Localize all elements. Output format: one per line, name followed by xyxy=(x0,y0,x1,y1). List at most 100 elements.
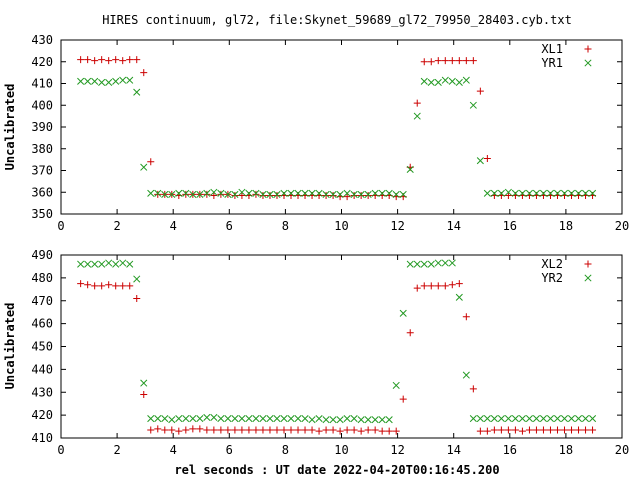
point-yr1 xyxy=(518,189,526,197)
point-yr2 xyxy=(539,415,548,423)
point-yr2 xyxy=(329,416,337,424)
x-axis-label: rel seconds : UT date 2022-04-20T00:16:4… xyxy=(174,463,499,477)
point-yr2 xyxy=(245,415,253,423)
x-tick-label: 2 xyxy=(113,219,120,233)
point-yr1 xyxy=(455,78,463,86)
point-yr1 xyxy=(147,189,155,197)
point-xl2 xyxy=(196,425,204,433)
point-yr1 xyxy=(546,189,555,197)
point-yr2 xyxy=(497,415,505,423)
x-tick-label: 14 xyxy=(446,443,460,457)
point-xl2 xyxy=(511,426,519,434)
x-tick-label: 20 xyxy=(615,443,629,457)
point-yr1 xyxy=(490,189,498,197)
point-yr1 xyxy=(560,189,569,197)
point-yr1 xyxy=(385,189,393,197)
point-yr2 xyxy=(385,416,393,424)
point-xl2 xyxy=(259,426,267,434)
point-xl1 xyxy=(329,192,337,200)
x-tick-label: 4 xyxy=(170,219,177,233)
point-xl1 xyxy=(77,56,85,64)
point-yr1 xyxy=(77,77,85,85)
point-yr2 xyxy=(308,416,316,424)
point-yr1 xyxy=(441,76,449,84)
point-yr1 xyxy=(175,189,183,197)
legend-marker-xl1 xyxy=(584,45,592,53)
point-yr2 xyxy=(182,415,190,423)
point-yr1 xyxy=(112,77,120,85)
point-yr2 xyxy=(168,416,176,424)
y-tick-label: 370 xyxy=(31,164,53,178)
point-yr1 xyxy=(154,189,162,197)
point-yr2 xyxy=(399,309,407,317)
point-xl2 xyxy=(273,426,281,434)
x-tick-label: 18 xyxy=(559,443,573,457)
point-xl2 xyxy=(238,426,246,434)
point-xl2 xyxy=(119,282,127,290)
point-yr2 xyxy=(532,415,541,423)
point-yr2 xyxy=(273,415,281,423)
legend-marker-yr1 xyxy=(584,59,592,67)
point-yr2 xyxy=(574,415,583,423)
x-tick-label: 0 xyxy=(57,219,64,233)
point-xl1 xyxy=(427,58,435,66)
point-xl1 xyxy=(112,56,120,64)
point-xl2 xyxy=(532,426,540,434)
point-yr2 xyxy=(476,415,484,423)
point-yr2 xyxy=(371,416,379,424)
y-tick-label: 390 xyxy=(31,120,53,134)
point-xl2 xyxy=(329,426,337,434)
point-xl1 xyxy=(476,87,484,95)
point-yr1 xyxy=(224,190,232,198)
point-yr1 xyxy=(567,189,576,197)
point-xl2 xyxy=(280,426,288,434)
x-tick-label: 18 xyxy=(559,219,573,233)
point-xl2 xyxy=(455,280,463,288)
legend-label: YR2 xyxy=(541,271,563,285)
point-xl2 xyxy=(91,282,99,290)
point-yr1 xyxy=(231,190,239,198)
point-yr2 xyxy=(161,415,169,423)
plot-frame xyxy=(60,254,623,439)
point-xl2 xyxy=(217,426,225,434)
point-xl2 xyxy=(476,427,484,435)
point-yr2 xyxy=(287,415,295,423)
point-yr1 xyxy=(476,157,484,165)
point-xl1 xyxy=(462,57,470,65)
point-yr2 xyxy=(462,371,470,379)
point-yr2 xyxy=(427,260,435,268)
point-yr2 xyxy=(364,416,372,424)
point-xl1 xyxy=(322,192,330,200)
point-xl2 xyxy=(504,426,512,434)
point-yr2 xyxy=(266,415,274,423)
point-xl1 xyxy=(413,99,421,107)
point-yr1 xyxy=(301,189,309,197)
point-yr1 xyxy=(105,78,113,86)
point-yr2 xyxy=(84,260,92,268)
point-yr1 xyxy=(273,190,281,198)
legend-label: XL1 xyxy=(541,42,563,56)
point-yr2 xyxy=(588,415,597,423)
point-yr1 xyxy=(427,78,435,86)
x-tick-label: 20 xyxy=(615,219,629,233)
point-yr1 xyxy=(161,190,169,198)
point-xl2 xyxy=(336,427,344,435)
point-yr2 xyxy=(413,260,421,268)
point-xl2 xyxy=(434,282,442,290)
y-tick-label: 380 xyxy=(31,142,53,156)
point-yr2 xyxy=(406,260,414,268)
point-yr2 xyxy=(126,260,134,268)
point-yr1 xyxy=(371,189,379,197)
point-xl1 xyxy=(182,190,190,198)
point-xl2 xyxy=(441,282,449,290)
point-xl2 xyxy=(525,426,533,434)
point-xl2 xyxy=(385,427,393,435)
point-yr1 xyxy=(119,76,127,84)
x-tick-label: 2 xyxy=(113,443,120,457)
point-yr2 xyxy=(147,415,155,423)
point-yr1 xyxy=(294,189,302,197)
point-yr2 xyxy=(434,259,442,267)
point-xl2 xyxy=(287,426,295,434)
point-xl1 xyxy=(252,190,260,198)
point-xl1 xyxy=(98,56,106,64)
